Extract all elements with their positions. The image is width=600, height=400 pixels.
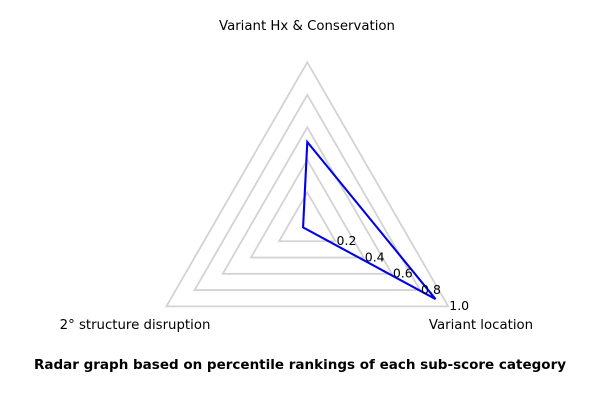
data-polygon [301, 139, 437, 300]
grid-ring [277, 190, 338, 243]
grid-ring [193, 93, 422, 291]
radial-tick-label: 0.6 [393, 266, 413, 281]
grid-ring [249, 158, 366, 259]
radial-tick-label: 1.0 [449, 298, 469, 313]
figure-caption: Radar graph based on percentile rankings… [33, 357, 567, 373]
axis-label-structure-disruption: 2° structure disruption [59, 317, 211, 333]
grid-ring [221, 125, 394, 275]
axis-label-variant-location: Variant location [428, 317, 534, 333]
radial-tick-label: 0.8 [421, 282, 441, 297]
grid-ring [164, 60, 450, 308]
radial-tick-label: 0.2 [337, 233, 357, 248]
radial-tick-label: 0.4 [365, 249, 385, 264]
axis-label-variant-hx-conservation: Variant Hx & Conservation [219, 19, 395, 34]
